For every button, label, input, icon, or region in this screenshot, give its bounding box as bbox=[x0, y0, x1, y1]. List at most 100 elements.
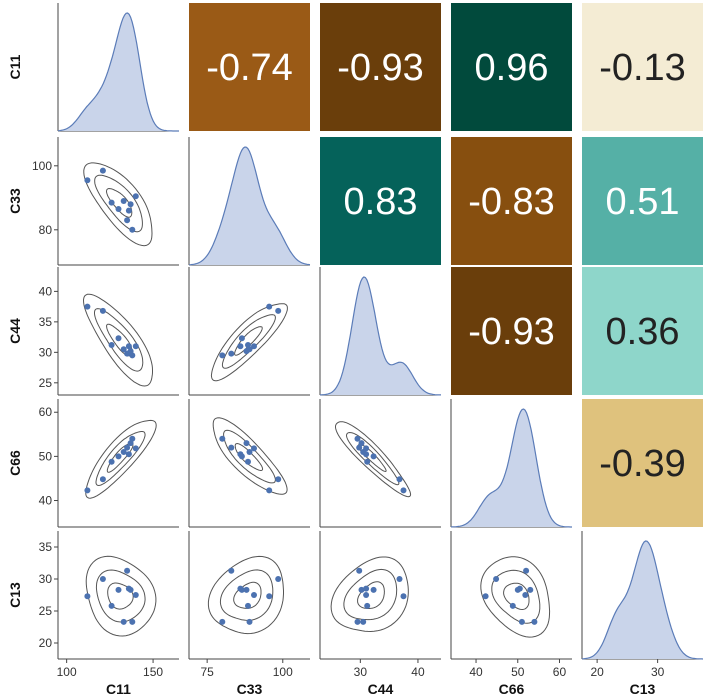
corr-cell-c33-c13 bbox=[582, 137, 703, 265]
scatter-point bbox=[245, 458, 251, 465]
scatter-point bbox=[115, 206, 122, 212]
scatter-point bbox=[245, 602, 251, 609]
y-tick-label: 30 bbox=[39, 345, 53, 359]
scatter-point bbox=[124, 217, 131, 224]
scatter-point bbox=[356, 444, 363, 451]
scatter-point bbox=[396, 576, 403, 582]
y-tick-label: 25 bbox=[39, 376, 53, 390]
kde-contour bbox=[221, 314, 276, 369]
scatter-point bbox=[108, 342, 115, 348]
kde-contour bbox=[503, 582, 530, 611]
kde-contour bbox=[330, 556, 409, 633]
corr-value-c33-c66: -0.83 bbox=[468, 181, 555, 223]
scatter-point bbox=[275, 476, 282, 483]
scatter-point bbox=[482, 593, 489, 600]
scatter-point bbox=[251, 343, 257, 350]
scatter-point bbox=[228, 567, 235, 574]
corr-cell-c44-c13 bbox=[582, 267, 703, 395]
kde-contour bbox=[480, 556, 551, 638]
panel-c44-c66: -0.93 bbox=[451, 267, 572, 395]
scatter-point bbox=[219, 435, 226, 442]
scatter-point bbox=[120, 449, 127, 455]
panel-c13-c66: 40 50 60 bbox=[450, 531, 572, 679]
kde-contour bbox=[234, 326, 263, 356]
scatter-point bbox=[364, 602, 371, 609]
panel-c11-c13: -0.13 bbox=[582, 3, 703, 131]
scatter-point bbox=[400, 593, 407, 600]
scatter-point bbox=[219, 352, 226, 359]
kde-contour bbox=[233, 581, 262, 609]
kde-line-c11 bbox=[57, 12, 179, 132]
scatter-point bbox=[120, 346, 127, 353]
y-axis-label-c11: C11 bbox=[7, 54, 23, 79]
corr-cell-c11-c66 bbox=[451, 3, 572, 131]
x-tick-label: 75 bbox=[200, 665, 214, 679]
scatter-point bbox=[129, 618, 136, 625]
panel-c11-c66: 0.96 bbox=[451, 3, 572, 131]
y-tick-label: 40 bbox=[39, 494, 53, 508]
scatter-point bbox=[370, 586, 377, 593]
y-tick-label: 20 bbox=[39, 636, 53, 650]
y-axis-label-c66: C66 bbox=[7, 450, 23, 476]
x-tick-label: 20 bbox=[590, 665, 604, 679]
y-tick-label: 30 bbox=[39, 572, 53, 586]
scatter-point bbox=[132, 193, 139, 200]
scatter-point bbox=[127, 440, 134, 447]
scatter-point bbox=[363, 585, 370, 592]
scatter-point bbox=[237, 451, 244, 458]
panel-c33-c33 bbox=[188, 137, 311, 266]
kde-line-c13 bbox=[582, 540, 704, 660]
kde-contour bbox=[83, 162, 153, 247]
scatter-point bbox=[132, 445, 139, 452]
scatter-point bbox=[125, 207, 132, 214]
panel-c44-c44 bbox=[319, 267, 441, 396]
scatter-point bbox=[363, 451, 370, 458]
kde-contour bbox=[94, 308, 144, 372]
x-tick-label: 100 bbox=[57, 665, 77, 679]
y-axis-label-c13: C13 bbox=[7, 582, 23, 608]
scatter-point bbox=[275, 307, 282, 314]
scatter-point bbox=[370, 453, 377, 460]
x-tick-label: 30 bbox=[651, 665, 665, 679]
panel-c44-c33 bbox=[188, 267, 310, 396]
corr-value-c33-c44: 0.83 bbox=[344, 181, 418, 223]
scatter-point bbox=[115, 586, 122, 593]
scatter-point bbox=[243, 348, 250, 355]
scatter-point bbox=[132, 592, 139, 598]
panel-c13-c13: 20 30 bbox=[581, 531, 704, 679]
scatter-point bbox=[354, 435, 361, 442]
panel-c66-c11: 40 50 60 bbox=[39, 399, 179, 528]
scatter-point bbox=[84, 177, 91, 184]
scatter-point bbox=[124, 567, 131, 574]
corr-cell-c33-c44 bbox=[320, 137, 441, 265]
kde-contour bbox=[491, 569, 541, 624]
panel-c11-c11 bbox=[57, 3, 179, 132]
y-tick-label: 35 bbox=[39, 315, 53, 329]
scatter-point bbox=[251, 445, 257, 452]
scatter-point bbox=[84, 487, 91, 494]
panel-c33-c11: 80 100 bbox=[32, 137, 179, 266]
scatter-point bbox=[509, 602, 516, 609]
panel-c66-c13: -0.39 bbox=[582, 399, 703, 527]
panel-c11-c33: -0.74 bbox=[189, 3, 310, 131]
scatter-point bbox=[115, 453, 122, 460]
scatter-point bbox=[238, 335, 245, 342]
scatter-point bbox=[99, 167, 106, 174]
kde-contour bbox=[94, 174, 143, 233]
kde-contour bbox=[335, 421, 412, 498]
scatter-point bbox=[99, 576, 106, 582]
x-axis-label-c33: C33 bbox=[237, 681, 263, 697]
kde-line-c66 bbox=[451, 408, 572, 528]
panel-c13-c11: 20 25 30 35 100 150 bbox=[39, 531, 179, 679]
corr-cell-c11-c13 bbox=[582, 3, 703, 131]
panel-c11-c44: -0.93 bbox=[320, 3, 441, 131]
scatter-point bbox=[228, 444, 235, 451]
corr-cell-c33-c66 bbox=[451, 137, 572, 265]
scatter-point bbox=[84, 593, 91, 600]
scatter-point bbox=[237, 343, 244, 350]
corr-cell-c66-c13 bbox=[582, 399, 703, 527]
kde-contour bbox=[357, 581, 385, 609]
corr-value-c33-c13: 0.51 bbox=[606, 181, 680, 223]
y-axis-label-c33: C33 bbox=[7, 188, 23, 214]
kde-contour bbox=[223, 429, 276, 484]
